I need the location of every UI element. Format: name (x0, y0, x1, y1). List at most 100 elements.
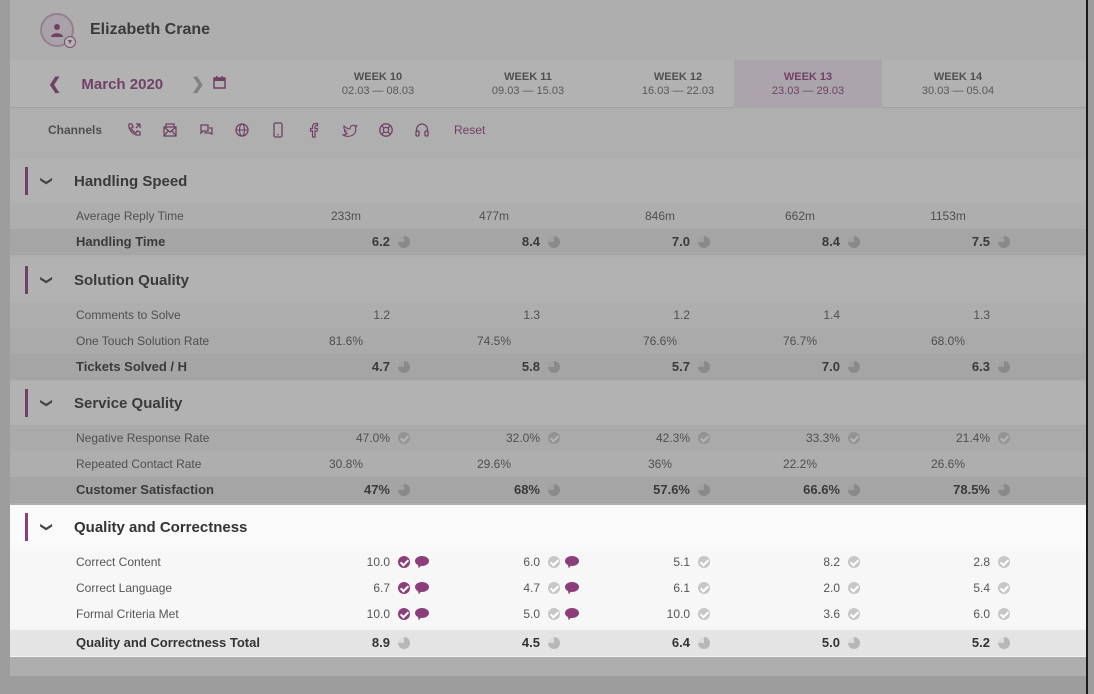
row-value: 7.0 (671, 234, 690, 249)
facebook-icon[interactable] (306, 122, 322, 138)
chevron-down-icon[interactable]: ❯ (40, 175, 55, 187)
row-value: 1.4 (823, 308, 840, 322)
row-value-cell: 5.8 (480, 354, 560, 380)
check-circle-icon[interactable] (848, 556, 860, 568)
check-circle-icon[interactable] (548, 556, 560, 568)
chart-pie-icon[interactable] (698, 236, 710, 248)
chart-pie-icon[interactable] (398, 637, 410, 649)
chart-pie-icon[interactable] (548, 637, 560, 649)
month-label[interactable]: March 2020 (81, 75, 164, 93)
chart-pie-icon[interactable] (848, 361, 860, 373)
check-circle-icon[interactable] (998, 556, 1010, 568)
section-header[interactable]: ❯ Handling Speed (10, 159, 1087, 203)
chart-pie-icon[interactable] (848, 484, 860, 496)
chevron-down-icon[interactable]: ❯ (40, 397, 55, 409)
chart-pie-icon[interactable] (398, 484, 410, 496)
mobile-icon[interactable] (270, 122, 286, 138)
row-value-cell: 81.6% (286, 328, 406, 354)
chart-pie-icon[interactable] (998, 484, 1010, 496)
chart-pie-icon[interactable] (698, 361, 710, 373)
email-icon[interactable] (162, 122, 178, 138)
phone-icon[interactable] (126, 122, 142, 138)
reset-button[interactable]: Reset (454, 123, 486, 137)
comment-icon[interactable] (565, 556, 579, 568)
user-name: Elizabeth Crane (90, 21, 211, 38)
check-circle-icon[interactable] (548, 608, 560, 620)
chevron-right-icon[interactable]: ❯ (191, 76, 205, 93)
row-value-cell: 7.5 (930, 229, 1010, 255)
chart-pie-icon[interactable] (398, 236, 410, 248)
check-circle-icon[interactable] (848, 432, 860, 444)
row-value-cell: 22.2% (740, 451, 860, 477)
chart-pie-icon[interactable] (998, 236, 1010, 248)
row-value-cell: 4.5 (480, 630, 560, 656)
comment-icon[interactable] (415, 582, 429, 594)
chat-icon[interactable] (198, 122, 214, 138)
row-value-cell: 4.7 (480, 575, 579, 601)
chart-pie-icon[interactable] (998, 637, 1010, 649)
chart-pie-icon[interactable] (848, 637, 860, 649)
chart-pie-icon[interactable] (998, 361, 1010, 373)
chart-pie-icon[interactable] (548, 361, 560, 373)
chevron-left-icon[interactable]: ❮ (48, 76, 62, 93)
chart-pie-icon[interactable] (548, 236, 560, 248)
check-circle-icon[interactable] (848, 582, 860, 594)
check-circle-icon[interactable] (398, 582, 410, 594)
chart-pie-icon[interactable] (398, 361, 410, 373)
check-circle-icon[interactable] (998, 432, 1010, 444)
week-column-header[interactable]: WEEK 14 30.03 — 05.04 (884, 60, 1032, 108)
chart-pie-icon[interactable] (698, 484, 710, 496)
chart-pie-icon[interactable] (548, 484, 560, 496)
calendar-icon[interactable] (212, 76, 226, 92)
row-value: 76.7% (782, 334, 818, 348)
row-value: 29.6% (476, 457, 512, 471)
check-circle-icon[interactable] (848, 608, 860, 620)
row-label: Correct Content (76, 555, 161, 569)
comment-icon[interactable] (415, 608, 429, 620)
section-header[interactable]: ❯ Quality and Correctness (10, 505, 1087, 549)
check-circle-icon[interactable] (698, 582, 710, 594)
check-circle-icon[interactable] (398, 556, 410, 568)
check-circle-icon[interactable] (548, 582, 560, 594)
check-circle-icon[interactable] (998, 582, 1010, 594)
chart-pie-icon[interactable] (848, 236, 860, 248)
check-circle-icon[interactable] (698, 556, 710, 568)
check-circle-icon[interactable] (698, 432, 710, 444)
avatar[interactable]: ▼ (40, 13, 76, 48)
week-column-header[interactable]: WEEK 12 16.03 — 22.03 (604, 60, 752, 108)
check-circle-icon[interactable] (548, 432, 560, 444)
row-value: 32.0% (505, 431, 540, 445)
check-circle-icon[interactable] (998, 608, 1010, 620)
week-column-header[interactable]: WEEK 13 23.03 — 29.03 (734, 60, 882, 108)
comment-icon[interactable] (565, 582, 579, 594)
row-value: 76.6% (642, 334, 678, 348)
chevron-down-icon[interactable]: ❯ (40, 274, 55, 286)
chevron-down-icon[interactable]: ▼ (64, 36, 76, 48)
week-column-header[interactable]: WEEK 11 09.03 — 15.03 (454, 60, 602, 108)
section-header[interactable]: ❯ Service Quality (10, 381, 1087, 425)
section-accent-bar (25, 167, 28, 195)
channels-label: Channels (48, 123, 103, 137)
row-value: 6.1 (673, 581, 690, 595)
row-value: 7.0 (821, 359, 840, 374)
comment-icon[interactable] (415, 556, 429, 568)
chart-pie-icon[interactable] (698, 637, 710, 649)
check-circle-icon[interactable] (698, 608, 710, 620)
comment-icon[interactable] (565, 608, 579, 620)
week-column-header[interactable]: WEEK 10 02.03 — 08.03 (304, 60, 452, 108)
row-value: 5.1 (673, 555, 690, 569)
check-circle-icon[interactable] (398, 432, 410, 444)
twitter-icon[interactable] (342, 122, 358, 138)
chevron-down-icon[interactable]: ❯ (40, 521, 55, 533)
check-circle-icon[interactable] (398, 608, 410, 620)
headset-icon[interactable] (414, 122, 430, 138)
row-value-cell: 76.6% (600, 328, 720, 354)
support-icon[interactable] (378, 122, 394, 138)
row-value-cell: 6.0 (480, 549, 579, 575)
row-value: 233m (330, 209, 362, 223)
web-icon[interactable] (234, 122, 250, 138)
section-header[interactable]: ❯ Solution Quality (10, 258, 1087, 302)
row-value-cell: 1.2 (630, 302, 690, 328)
row-value: 33.3% (805, 431, 840, 445)
row-value: 477m (478, 209, 510, 223)
